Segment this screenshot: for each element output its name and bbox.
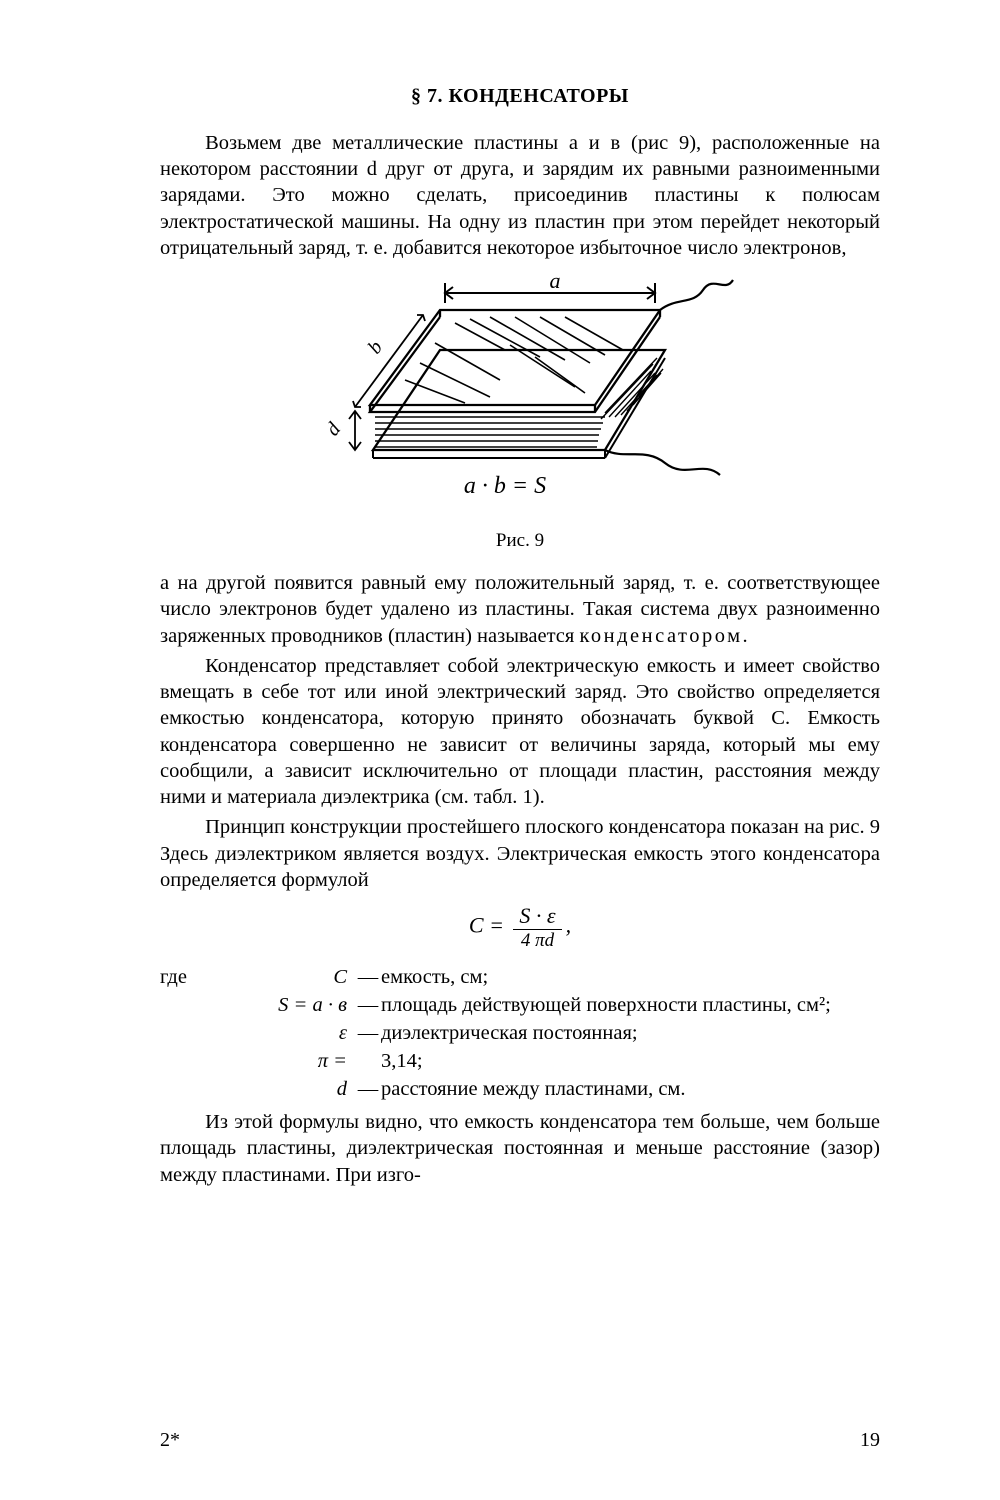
where-dash-2: — <box>355 1020 381 1047</box>
paragraph-4: Принцип конструкции простейшего плоского… <box>160 814 880 893</box>
label-b: b <box>364 337 387 358</box>
where-desc-3: 3,14; <box>381 1048 880 1075</box>
paragraph-1: Возьмем две металлические пластины а и в… <box>160 130 880 261</box>
where-sym-1: S = a · в <box>232 992 355 1019</box>
figure-9: a <box>305 275 735 552</box>
formula-lhs: C = <box>469 913 504 938</box>
footer-left: 2* <box>160 1429 180 1452</box>
where-block: где C — емкость, см; S = a · в — площадь… <box>160 964 880 1103</box>
page: § 7. КОНДЕНСАТОРЫ Возьмем две металличес… <box>0 0 1000 1500</box>
where-dash-0: — <box>355 964 381 991</box>
paragraph-3: Конденсатор представляет собой электриче… <box>160 653 880 810</box>
page-footer: 2* 19 <box>160 1429 880 1452</box>
capacitor-diagram: a <box>305 275 735 520</box>
formula: C = S · ε 4 πd , <box>160 903 880 952</box>
label-a: a <box>550 275 561 293</box>
where-desc-0: емкость, см; <box>381 964 880 991</box>
where-desc-4: расстояние между пластинами, см. <box>381 1076 880 1103</box>
formula-fraction: S · ε 4 πd <box>513 903 561 952</box>
formula-denominator: 4 πd <box>513 930 561 952</box>
where-desc-1: площадь действующей поверхности пластины… <box>381 992 880 1019</box>
where-sym-2: ε <box>232 1020 355 1047</box>
where-dash-1: — <box>355 992 381 1019</box>
paragraph-2: а на другой появится равный ему положите… <box>160 570 880 649</box>
where-label: где <box>160 964 232 991</box>
figure-caption: Рис. 9 <box>305 530 735 552</box>
label-d: d <box>322 418 346 440</box>
where-dash-3 <box>355 1048 381 1075</box>
where-desc-2: диэлектрическая постоянная; <box>381 1020 880 1047</box>
footer-right: 19 <box>860 1429 880 1452</box>
paragraph-2-spaced: конденсатором. <box>579 625 750 647</box>
where-sym-4: d <box>232 1076 355 1103</box>
paragraph-5: Из этой формулы видно, что емкость конде… <box>160 1109 880 1188</box>
figure-equation: a · b = S <box>464 473 546 499</box>
formula-tail: , <box>566 913 572 938</box>
where-sym-0: C <box>232 964 355 991</box>
where-sym-3: π = <box>232 1048 355 1075</box>
where-dash-4: — <box>355 1076 381 1103</box>
section-title: § 7. КОНДЕНСАТОРЫ <box>160 85 880 108</box>
paragraph-2-text: а на другой появится равный ему положите… <box>160 572 880 646</box>
formula-numerator: S · ε <box>513 903 561 930</box>
